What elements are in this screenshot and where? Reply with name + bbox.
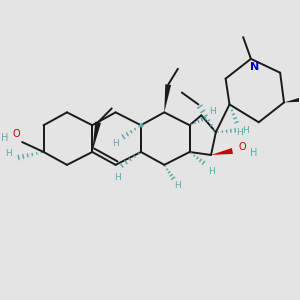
Polygon shape <box>164 84 171 112</box>
Polygon shape <box>92 122 101 152</box>
Polygon shape <box>211 148 233 155</box>
Text: H: H <box>242 126 248 135</box>
Text: O: O <box>13 129 20 139</box>
Text: H: H <box>210 107 216 116</box>
Polygon shape <box>284 95 300 102</box>
Text: H: H <box>112 139 119 148</box>
Text: H: H <box>114 173 121 182</box>
Text: H: H <box>236 128 243 137</box>
Text: H: H <box>208 167 214 176</box>
Text: N: N <box>250 62 260 72</box>
Text: O: O <box>238 142 246 152</box>
Text: H: H <box>175 181 181 190</box>
Text: H: H <box>250 148 257 158</box>
Text: H: H <box>5 149 12 158</box>
Text: H: H <box>1 133 8 143</box>
